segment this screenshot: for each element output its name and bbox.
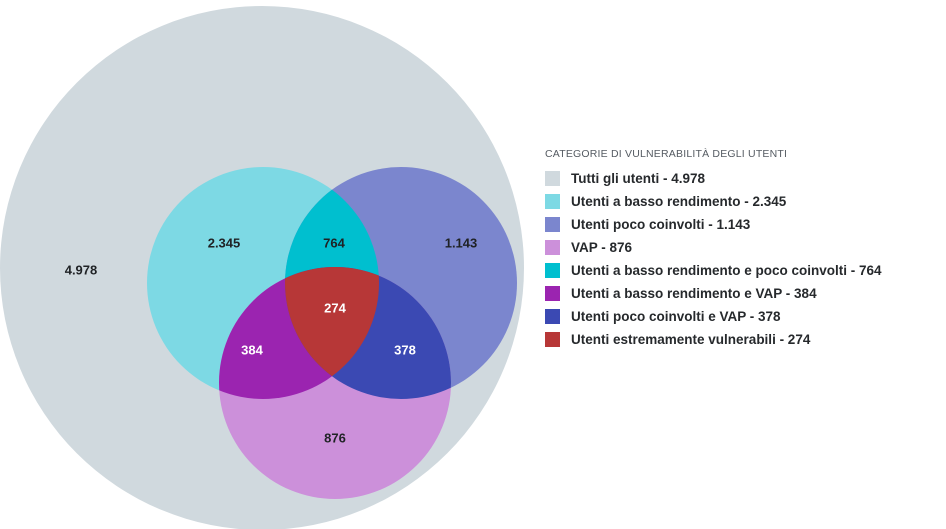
legend-swatch — [545, 240, 560, 255]
legend-label: Utenti a basso rendimento e VAP - 384 — [571, 286, 817, 301]
legend-label: Tutti gli utenti - 4.978 — [571, 171, 706, 186]
legend-title: CATEGORIE DI VULNERABILITÀ DEGLI UTENTI — [545, 148, 788, 160]
label-vap: 876 — [324, 430, 346, 445]
legend-swatch — [545, 286, 560, 301]
label-extremely-vulnerable: 274 — [324, 300, 346, 315]
legend-swatch — [545, 217, 560, 232]
legend-item-low-engagement: Utenti poco coinvolti - 1.143 — [545, 215, 940, 234]
legend-item-extremely-vulnerable: Utenti estremamente vulnerabili - 274 — [545, 330, 940, 349]
legend-item-vap: VAP - 876 — [545, 238, 940, 257]
legend-swatch — [545, 263, 560, 278]
legend-item-low-performance-low-engagement: Utenti a basso rendimento e poco coinvol… — [545, 261, 940, 280]
legend-label: Utenti poco coinvolti - 1.143 — [571, 217, 751, 232]
legend: CATEGORIE DI VULNERABILITÀ DEGLI UTENTI … — [545, 148, 940, 353]
legend-label: Utenti a basso rendimento e poco coinvol… — [571, 263, 882, 278]
label-low-engagement: 1.143 — [445, 235, 478, 250]
legend-swatch — [545, 332, 560, 347]
legend-label: Utenti a basso rendimento - 2.345 — [571, 194, 787, 209]
label-low-performance-vap: 384 — [241, 342, 263, 357]
legend-item-low-engagement-vap: Utenti poco coinvolti e VAP - 378 — [545, 307, 940, 326]
legend-item-low-performance: Utenti a basso rendimento - 2.345 — [545, 192, 940, 211]
legend-label: Utenti estremamente vulnerabili - 274 — [571, 332, 811, 347]
label-all-users: 4.978 — [65, 262, 98, 277]
legend-label: VAP - 876 — [571, 240, 633, 255]
legend-item-all-users: Tutti gli utenti - 4.978 — [545, 169, 940, 188]
legend-label: Utenti poco coinvolti e VAP - 378 — [571, 309, 781, 324]
label-low-performance-low-engagement: 764 — [323, 235, 345, 250]
legend-swatch — [545, 171, 560, 186]
legend-item-low-performance-vap: Utenti a basso rendimento e VAP - 384 — [545, 284, 940, 303]
legend-swatch — [545, 309, 560, 324]
label-low-performance: 2.345 — [208, 235, 241, 250]
legend-swatch — [545, 194, 560, 209]
label-low-engagement-vap: 378 — [394, 342, 416, 357]
